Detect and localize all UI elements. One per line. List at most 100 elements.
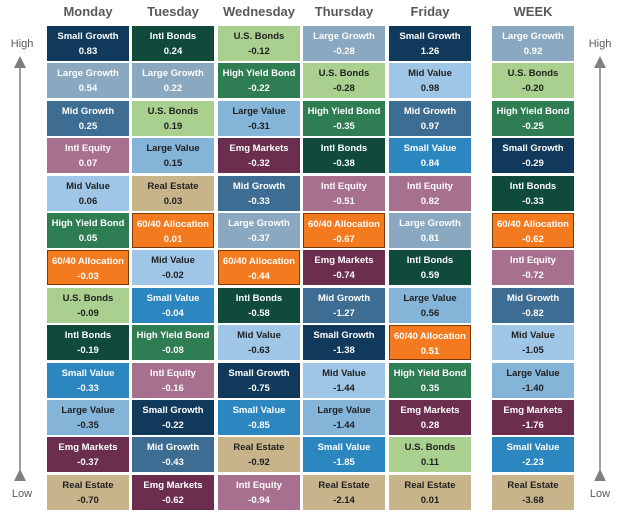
asset-cell: Mid Value 0.98 — [389, 63, 471, 99]
asset-cell: Small Value -0.33 — [47, 362, 129, 398]
asset-cell: Intl Bonds 0.24 — [132, 26, 214, 61]
asset-return: -0.04 — [162, 307, 184, 319]
asset-return: -0.72 — [522, 270, 544, 282]
asset-cell: Large Growth -0.28 — [303, 26, 385, 61]
asset-cell: Small Growth -1.38 — [303, 325, 385, 361]
asset-cell: Mid Growth 0.97 — [389, 100, 471, 136]
asset-return: -0.33 — [522, 195, 544, 207]
asset-return: -0.03 — [77, 271, 99, 283]
asset-name: High Yield Bond — [393, 367, 467, 379]
asset-return: 0.24 — [163, 46, 183, 57]
asset-name: Intl Equity — [236, 479, 282, 491]
asset-cell: Emg Markets -0.32 — [218, 138, 300, 174]
asset-name: Real Estate — [147, 180, 199, 192]
high-label: High — [10, 38, 34, 50]
asset-return: -0.35 — [333, 120, 355, 132]
asset-return: 0.03 — [163, 195, 183, 207]
asset-return: -1.85 — [333, 457, 355, 469]
asset-cell: 60/40 Allocation 0.51 — [389, 325, 471, 361]
asset-return: -2.23 — [522, 457, 544, 469]
asset-return: -0.58 — [248, 307, 270, 319]
asset-cell: Large Value -1.44 — [303, 400, 385, 435]
asset-return: -0.74 — [333, 270, 355, 282]
asset-cell: Mid Value -0.02 — [132, 250, 214, 286]
asset-name: 60/40 Allocation — [223, 256, 295, 268]
asset-name: Real Estate — [507, 479, 559, 491]
asset-cell: Large Growth 0.54 — [47, 63, 129, 99]
asset-return: -0.22 — [248, 83, 270, 95]
asset-return: 0.15 — [163, 158, 183, 170]
asset-return: 0.01 — [420, 494, 440, 506]
asset-name: Large Growth — [142, 68, 204, 80]
asset-return: -0.62 — [522, 234, 544, 245]
asset-cell: 60/40 Allocation -0.44 — [218, 250, 300, 286]
asset-cell: Small Growth 1.26 — [389, 26, 471, 61]
asset-return: -0.22 — [162, 420, 184, 431]
asset-return: 0.81 — [420, 233, 440, 244]
asset-name: Small Growth — [399, 31, 461, 42]
asset-name: 60/40 Allocation — [52, 256, 124, 268]
asset-name: Mid Value — [237, 330, 281, 342]
asset-cell: Small Value -0.04 — [132, 287, 214, 323]
asset-name: High Yield Bond — [496, 105, 570, 117]
asset-name: Large Growth — [502, 31, 564, 42]
asset-return: -0.94 — [248, 494, 270, 506]
asset-cell: U.S. Bonds -0.09 — [47, 287, 129, 323]
asset-name: Mid Growth — [506, 292, 560, 304]
asset-cell: Large Value 0.15 — [132, 138, 214, 174]
asset-name: Mid Growth — [61, 105, 115, 117]
asset-cell: Emg Markets 0.28 — [389, 400, 471, 435]
asset-cell: Mid Growth -1.27 — [303, 287, 385, 323]
asset-name: Small Value — [403, 143, 457, 155]
asset-cell: Small Value 0.84 — [389, 138, 471, 174]
asset-name: Mid Value — [511, 330, 555, 342]
asset-name: Large Growth — [57, 68, 119, 80]
asset-return: -0.37 — [77, 457, 99, 469]
asset-return: -1.38 — [333, 345, 355, 357]
asset-name: Emg Markets — [229, 143, 289, 155]
column-header: WEEK — [513, 4, 553, 19]
asset-cell: Real Estate -0.92 — [218, 437, 300, 473]
asset-name: Intl Bonds — [509, 180, 557, 192]
asset-cell: Real Estate 0.01 — [389, 474, 471, 510]
high-label: High — [588, 38, 612, 50]
asset-name: Small Growth — [502, 143, 564, 155]
column-header: Wednesday — [222, 4, 295, 19]
asset-return: -0.33 — [248, 195, 270, 207]
asset-cell: 60/40 Allocation -0.62 — [492, 213, 574, 248]
asset-return: -0.82 — [522, 307, 544, 319]
asset-cell: Intl Bonds -0.38 — [303, 138, 385, 174]
asset-name: Large Growth — [228, 218, 290, 229]
asset-return: -0.31 — [248, 120, 270, 132]
asset-name: Intl Equity — [150, 367, 196, 379]
asset-cell: Large Value 0.56 — [389, 287, 471, 323]
asset-return: -1.27 — [333, 307, 355, 319]
asset-cell: Large Growth -0.37 — [218, 213, 300, 248]
asset-cell: Small Growth -0.75 — [218, 362, 300, 398]
asset-cell: Small Value -2.23 — [492, 437, 574, 473]
asset-return: 0.06 — [78, 195, 98, 207]
column-header: Tuesday — [147, 4, 199, 19]
asset-cell: Real Estate -2.14 — [303, 474, 385, 510]
asset-name: Small Value — [146, 292, 200, 304]
asset-return: -0.19 — [77, 345, 99, 357]
asset-name: High Yield Bond — [222, 68, 296, 80]
asset-return: 1.26 — [420, 46, 440, 57]
asset-name: Large Value — [506, 367, 560, 379]
asset-name: Mid Value — [151, 255, 195, 267]
asset-return: 0.11 — [421, 457, 439, 469]
asset-cell: Emg Markets -0.74 — [303, 250, 385, 286]
low-label: Low — [11, 488, 33, 500]
asset-cell: Mid Growth -0.82 — [492, 287, 574, 323]
asset-name: Intl Bonds — [64, 330, 112, 342]
asset-cell: Small Growth 0.83 — [47, 26, 129, 61]
asset-return: -0.43 — [162, 457, 184, 469]
asset-return: -0.62 — [162, 494, 184, 506]
asset-name: Small Value — [61, 367, 115, 379]
asset-return: -0.70 — [77, 494, 99, 506]
asset-name: Small Value — [506, 442, 560, 454]
asset-return: -0.85 — [248, 420, 270, 431]
asset-cell: High Yield Bond -0.35 — [303, 100, 385, 136]
asset-name: Small Growth — [313, 330, 375, 342]
